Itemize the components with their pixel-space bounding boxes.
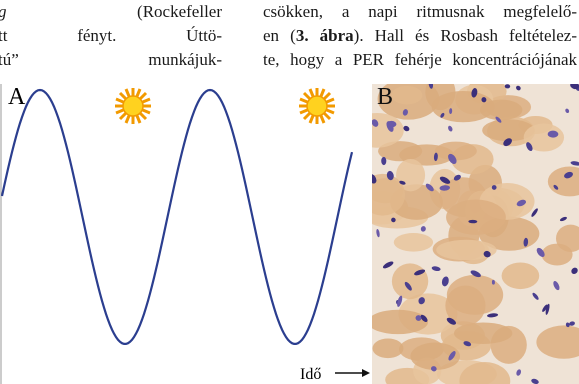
sine-wave [2, 90, 352, 344]
cell [446, 200, 506, 235]
cell [502, 262, 540, 289]
panel-b: B [350, 74, 579, 384]
arrow-head [362, 369, 370, 377]
cell [447, 275, 503, 315]
cell [391, 86, 422, 105]
cell [394, 233, 433, 252]
sun-icon [115, 88, 151, 124]
cell [368, 310, 428, 334]
cell [435, 142, 477, 161]
panel-a: A Idő [1, 84, 370, 384]
cell [425, 74, 455, 110]
page: {"left_column": {"lines": [["g", " (Rock… [0, 0, 579, 384]
panel-label: B [377, 84, 393, 110]
figure: A Idő B [0, 0, 579, 384]
panel-label: A [8, 84, 26, 110]
axis-label: Idő [300, 366, 321, 383]
sun-icon [299, 88, 335, 124]
cell [350, 113, 403, 148]
cell [392, 263, 428, 299]
cell [454, 322, 512, 343]
cell [542, 244, 573, 266]
cell [360, 174, 405, 216]
cell [372, 339, 403, 359]
